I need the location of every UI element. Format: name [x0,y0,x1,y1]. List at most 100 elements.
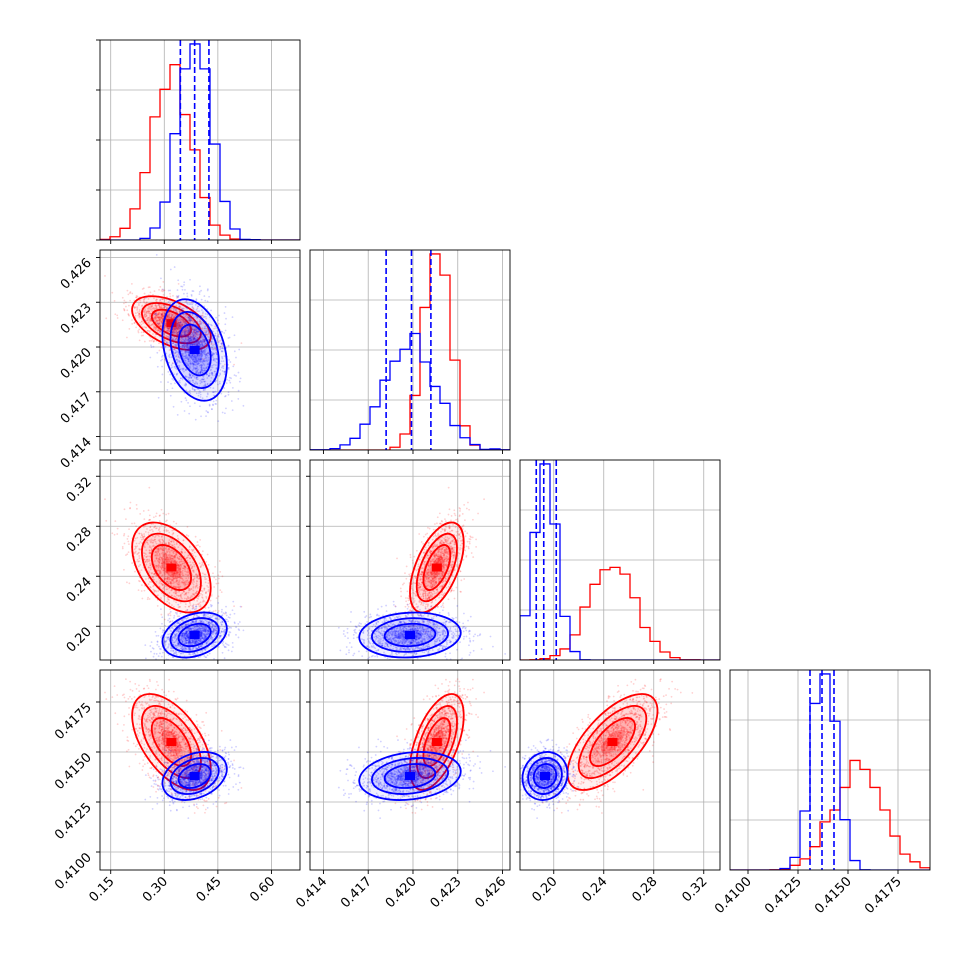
scatter-point [150,581,153,583]
scatter-point [184,646,187,649]
scatter-point [178,324,181,327]
scatter-point [162,314,164,317]
scatter-point [170,317,173,319]
scatter-point [175,335,178,338]
scatter-point [189,313,191,316]
scatter-point [194,327,197,330]
scatter-point [192,548,195,551]
scatter-point [182,647,184,650]
scatter-point [126,553,129,556]
scatter-point [215,351,217,354]
scatter-point [216,329,219,332]
scatter-point [167,327,170,330]
scatter-point [171,638,173,640]
scatter-point [165,640,168,643]
scatter-point [197,344,200,347]
scatter-point [196,362,199,365]
scatter-point [182,329,185,332]
scatter-point [204,325,207,328]
scatter-point [149,305,152,308]
scatter-point [184,375,187,378]
scatter-point [187,330,190,333]
scatter-point [217,336,220,338]
scatter-point [182,313,185,316]
scatter-point [185,593,188,596]
scatter-point [154,304,157,306]
scatter-point [171,579,174,582]
scatter-point [203,628,205,631]
scatter-point [206,363,209,366]
scatter-point [185,577,188,580]
scatter-point [183,642,186,645]
scatter-point [199,601,202,604]
scatter-point [193,626,196,629]
scatter-point [194,338,197,341]
scatter-point [206,632,209,635]
scatter-point [162,586,165,589]
scatter-point [217,610,220,612]
scatter-point [188,347,191,350]
scatter-point [185,346,188,348]
scatter-point [157,329,160,331]
scatter-point [224,628,227,631]
scatter-point [177,321,180,324]
scatter-point [197,331,199,334]
scatter-point [192,569,195,572]
scatter-point [179,564,182,567]
scatter-point [161,583,164,586]
scatter-point [189,319,192,322]
scatter-point [192,616,195,619]
scatter-point [178,326,181,328]
scatter-point [181,636,184,638]
scatter-point [170,584,173,587]
scatter-point [205,347,208,350]
scatter-point [138,532,141,535]
scatter-point [156,316,159,319]
scatter-point [152,522,155,525]
scatter-point [182,574,185,577]
scatter-point [138,310,141,313]
scatter-point [202,564,205,567]
scatter-point [127,304,130,307]
scatter-point [214,628,217,631]
scatter-point [174,561,177,563]
scatter-point [177,321,180,324]
scatter-point [168,356,171,359]
scatter-point [153,326,156,329]
scatter-point [157,312,160,315]
scatter-point [164,624,167,627]
scatter-point [176,572,179,575]
scatter-point [138,560,141,563]
scatter-point [164,644,166,647]
scatter-point [211,391,214,393]
scatter-point [205,410,208,412]
scatter-point [212,630,215,633]
scatter-point [199,391,202,394]
scatter-point [153,539,155,542]
scatter-point [176,318,178,321]
scatter-point [188,354,190,357]
scatter-point [191,620,194,623]
scatter-point [178,565,181,567]
scatter-point [238,621,241,623]
scatter-point [195,574,197,577]
scatter-point [175,304,178,307]
scatter-point [166,558,169,561]
scatter-point [170,630,173,633]
scatter-point [161,616,164,619]
scatter-point [161,535,163,538]
scatter-point [201,381,203,383]
scatter-point [200,350,203,353]
scatter-point [194,303,197,306]
scatter-point [232,600,235,603]
scatter-point [160,289,163,292]
scatter-point [205,317,208,320]
scatter-point [185,631,188,633]
scatter-point [183,590,185,593]
scatter-point [186,343,188,346]
scatter-point [136,507,138,510]
scatter-point [203,367,206,370]
scatter-point [155,312,158,315]
scatter-point [205,353,208,355]
scatter-point [200,342,203,345]
